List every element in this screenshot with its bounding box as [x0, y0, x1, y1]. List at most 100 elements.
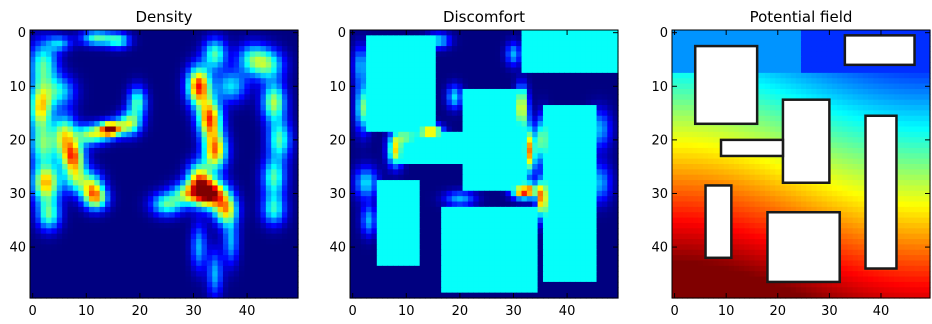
- heatmap-cell: [228, 207, 234, 213]
- heatmap-cell: [607, 234, 613, 240]
- heatmap-cell: [137, 105, 143, 111]
- heatmap-cell: [505, 239, 511, 245]
- heatmap-cell: [361, 185, 367, 191]
- heatmap-cell: [105, 218, 111, 224]
- heatmap-cell: [73, 100, 79, 106]
- heatmap-cell: [505, 148, 511, 154]
- heatmap-cell: [159, 116, 165, 122]
- heatmap-cell: [377, 159, 383, 165]
- heatmap-cell: [169, 41, 175, 47]
- heatmap-cell: [287, 105, 293, 111]
- heatmap-cell: [543, 191, 549, 197]
- heatmap-cell: [436, 137, 442, 143]
- heatmap-cell: [62, 250, 68, 256]
- heatmap-cell: [121, 143, 127, 149]
- heatmap-cell: [78, 121, 84, 127]
- heatmap-cell: [100, 175, 106, 181]
- heatmap-cell: [250, 255, 256, 261]
- heatmap-cell: [495, 137, 501, 143]
- heatmap-cell: [430, 266, 436, 272]
- heatmap-cell: [479, 260, 485, 266]
- heatmap-cell: [377, 212, 383, 218]
- heatmap-cell: [169, 169, 175, 175]
- heatmap-cell: [260, 260, 266, 266]
- heatmap-cell: [159, 196, 165, 202]
- heatmap-cell: [271, 143, 277, 149]
- heatmap-cell: [425, 35, 431, 41]
- heatmap-cell: [143, 148, 149, 154]
- heatmap-cell: [607, 255, 613, 261]
- heatmap-cell: [452, 169, 458, 175]
- heatmap-cell: [121, 282, 127, 288]
- heatmap-cell: [153, 277, 159, 283]
- heatmap-cell: [143, 196, 149, 202]
- heatmap-cell: [398, 250, 404, 256]
- heatmap-cell: [169, 94, 175, 100]
- heatmap-cell: [371, 250, 377, 256]
- heatmap-cell: [602, 78, 608, 84]
- heatmap-cell: [398, 212, 404, 218]
- heatmap-cell: [441, 180, 447, 186]
- heatmap-cell: [382, 94, 388, 100]
- heatmap-cell: [169, 51, 175, 57]
- heatmap-cell: [185, 244, 191, 250]
- heatmap-cell: [277, 234, 283, 240]
- heatmap-cell: [554, 78, 560, 84]
- heatmap-cell: [223, 191, 229, 197]
- heatmap-cell: [382, 244, 388, 250]
- heatmap-cell: [121, 41, 127, 47]
- heatmap-cell: [202, 169, 208, 175]
- heatmap-cell: [505, 73, 511, 79]
- heatmap-cell: [538, 137, 544, 143]
- heatmap-cell: [239, 143, 245, 149]
- heatmap-cell: [532, 84, 538, 90]
- heatmap-cell: [234, 153, 240, 159]
- heatmap-cell: [244, 212, 250, 218]
- heatmap-cell: [570, 110, 576, 116]
- heatmap-cell: [570, 153, 576, 159]
- heatmap-cell: [110, 244, 116, 250]
- heatmap-cell: [532, 185, 538, 191]
- heatmap-cell: [121, 185, 127, 191]
- heatmap-cell: [361, 30, 367, 36]
- heatmap-cell: [393, 121, 399, 127]
- heatmap-cell: [89, 94, 95, 100]
- heatmap-cell: [414, 277, 420, 283]
- heatmap-cell: [239, 218, 245, 224]
- heatmap-cell: [570, 282, 576, 288]
- heatmap-cell: [468, 266, 474, 272]
- heatmap-cell: [495, 57, 501, 63]
- heatmap-cell: [196, 143, 202, 149]
- heatmap-cell: [185, 105, 191, 111]
- heatmap-cell: [607, 110, 613, 116]
- heatmap-cell: [132, 94, 138, 100]
- heatmap-cell: [393, 159, 399, 165]
- heatmap-cell: [110, 51, 116, 57]
- heatmap-cell: [355, 84, 361, 90]
- heatmap-cell: [212, 105, 218, 111]
- heatmap-cell: [73, 46, 79, 52]
- heatmap-cell: [580, 169, 586, 175]
- heatmap-cell: [575, 260, 581, 266]
- heatmap-cell: [148, 212, 154, 218]
- heatmap-cell: [570, 169, 576, 175]
- heatmap-cell: [126, 223, 132, 229]
- heatmap-cell: [277, 207, 283, 213]
- heatmap-cell: [495, 148, 501, 154]
- heatmap-cell: [185, 271, 191, 277]
- heatmap-cell: [463, 260, 469, 266]
- heatmap-cell: [218, 51, 224, 57]
- heatmap-cell: [580, 35, 586, 41]
- heatmap-cell: [382, 218, 388, 224]
- heatmap-cell: [602, 62, 608, 68]
- heatmap-cell: [137, 164, 143, 170]
- heatmap-cell: [250, 234, 256, 240]
- heatmap-cell: [377, 244, 383, 250]
- heatmap-cell: [255, 228, 261, 234]
- heatmap-cell: [41, 73, 47, 79]
- heatmap-cell: [602, 68, 608, 74]
- heatmap-cell: [522, 191, 528, 197]
- heatmap-cell: [388, 271, 394, 277]
- heatmap-cell: [489, 218, 495, 224]
- heatmap-cell: [35, 196, 41, 202]
